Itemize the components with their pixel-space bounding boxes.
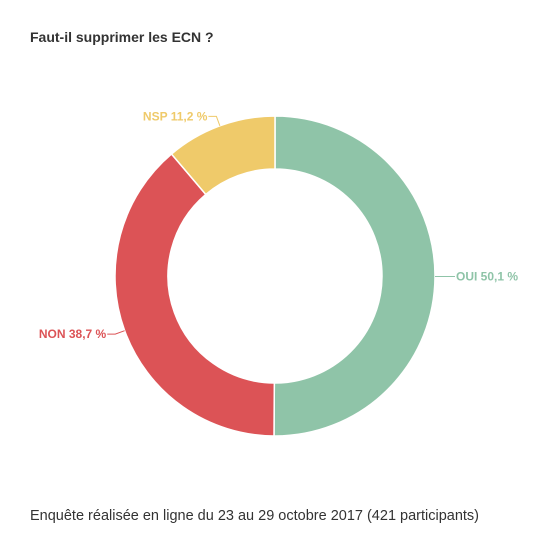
donut-slices (114, 115, 436, 437)
slice-leader-nsp (208, 115, 221, 126)
slice-nsp (170, 115, 276, 196)
slice-label-nsp: NSP 11,2 % (143, 109, 208, 123)
slice-non (114, 152, 276, 437)
slice-leader-non (107, 330, 125, 335)
chart-title: Faut-il supprimer les ECN ? (30, 29, 214, 45)
slice-label-non: NON 38,7 % (39, 327, 107, 341)
chart-footnote: Enquête réalisée en ligne du 23 au 29 oc… (30, 508, 480, 524)
slice-label-oui: OUI 50,1 % (456, 270, 518, 284)
slice-oui (273, 115, 436, 437)
slice-labels: OUI 50,1 % NON 38,7 % NSP 11,2 % (39, 109, 518, 341)
